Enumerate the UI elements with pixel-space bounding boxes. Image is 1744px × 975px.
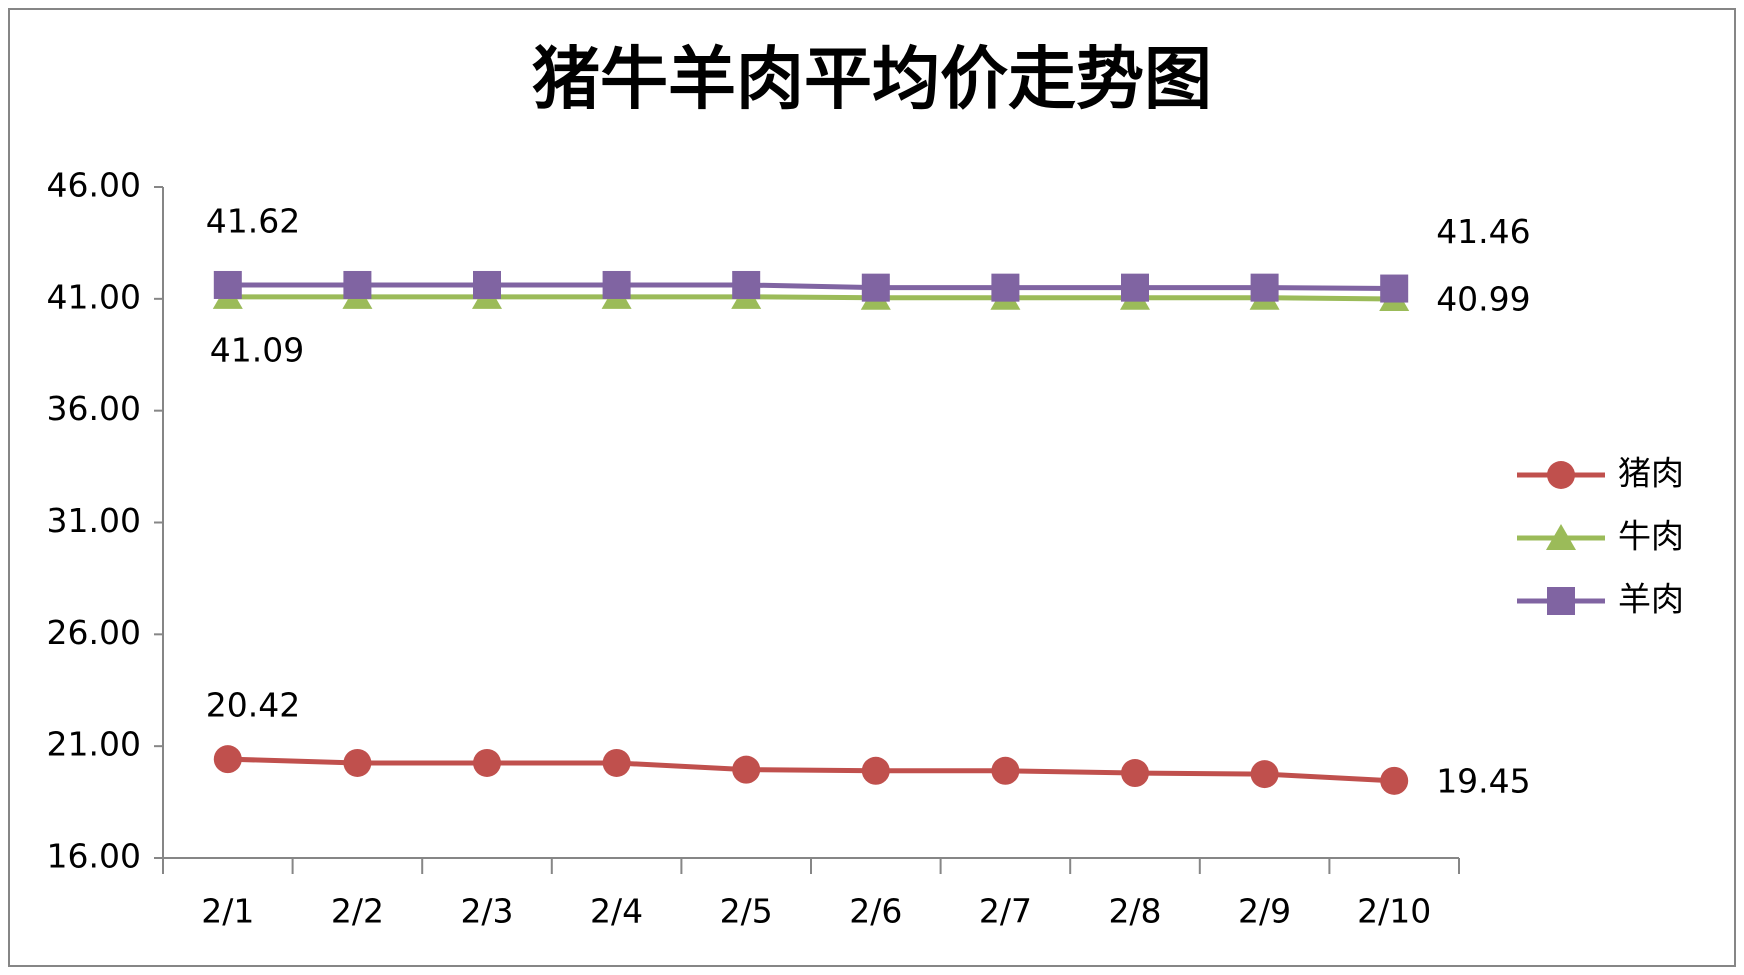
point bbox=[1250, 273, 1279, 302]
data-label: 41.62 bbox=[206, 201, 300, 240]
series-line bbox=[227, 282, 1395, 292]
point bbox=[732, 270, 761, 299]
x-tick-label: 2/10 bbox=[1357, 892, 1431, 931]
point bbox=[1380, 766, 1409, 795]
x-tick-label: 2/2 bbox=[331, 892, 384, 931]
point bbox=[213, 270, 242, 299]
x-tick-label: 2/9 bbox=[1238, 892, 1291, 931]
point bbox=[343, 748, 372, 777]
series-line bbox=[227, 756, 1395, 784]
x-tick-label: 2/4 bbox=[590, 892, 643, 931]
point bbox=[861, 273, 890, 302]
point bbox=[473, 270, 501, 299]
y-tick-label: 21.00 bbox=[47, 725, 141, 764]
point bbox=[1380, 274, 1409, 303]
point bbox=[1547, 587, 1575, 615]
point bbox=[991, 756, 1020, 785]
x-tick-label: 2/6 bbox=[849, 892, 902, 931]
y-tick-label: 36.00 bbox=[47, 389, 141, 428]
legend-label: 羊肉 bbox=[1618, 580, 1684, 619]
point bbox=[602, 748, 631, 777]
y-tick-label: 41.00 bbox=[47, 277, 141, 316]
legend-label: 猪肉 bbox=[1618, 454, 1684, 493]
point bbox=[732, 755, 761, 784]
point bbox=[1546, 524, 1576, 550]
x-tick-label: 2/7 bbox=[979, 892, 1032, 931]
data-label: 41.46 bbox=[1436, 212, 1530, 251]
point bbox=[1547, 461, 1575, 489]
x-tick-label: 2/8 bbox=[1108, 892, 1161, 931]
x-tick-label: 2/3 bbox=[460, 892, 513, 931]
point bbox=[1121, 759, 1149, 788]
point bbox=[602, 270, 631, 299]
x-tick-label: 2/5 bbox=[720, 892, 773, 931]
point bbox=[1250, 760, 1279, 789]
legend-label: 牛肉 bbox=[1618, 517, 1684, 556]
point bbox=[1121, 273, 1149, 302]
data-label: 41.09 bbox=[210, 330, 304, 369]
x-tick-label: 2/1 bbox=[201, 892, 254, 931]
y-tick-label: 16.00 bbox=[47, 837, 141, 876]
data-label: 19.45 bbox=[1436, 761, 1530, 800]
point bbox=[213, 745, 242, 774]
point bbox=[991, 273, 1020, 302]
point bbox=[343, 270, 372, 299]
data-label: 20.42 bbox=[206, 686, 300, 725]
chart-border bbox=[8, 8, 1736, 967]
y-tick-label: 26.00 bbox=[47, 613, 141, 652]
chart-title: 猪牛羊肉平均价走势图 bbox=[532, 40, 1212, 120]
data-label: 40.99 bbox=[1436, 280, 1530, 319]
y-tick-label: 31.00 bbox=[47, 501, 141, 540]
point bbox=[861, 756, 890, 785]
point bbox=[473, 748, 501, 777]
series-line bbox=[227, 294, 1395, 302]
y-tick-label: 46.00 bbox=[47, 166, 141, 205]
